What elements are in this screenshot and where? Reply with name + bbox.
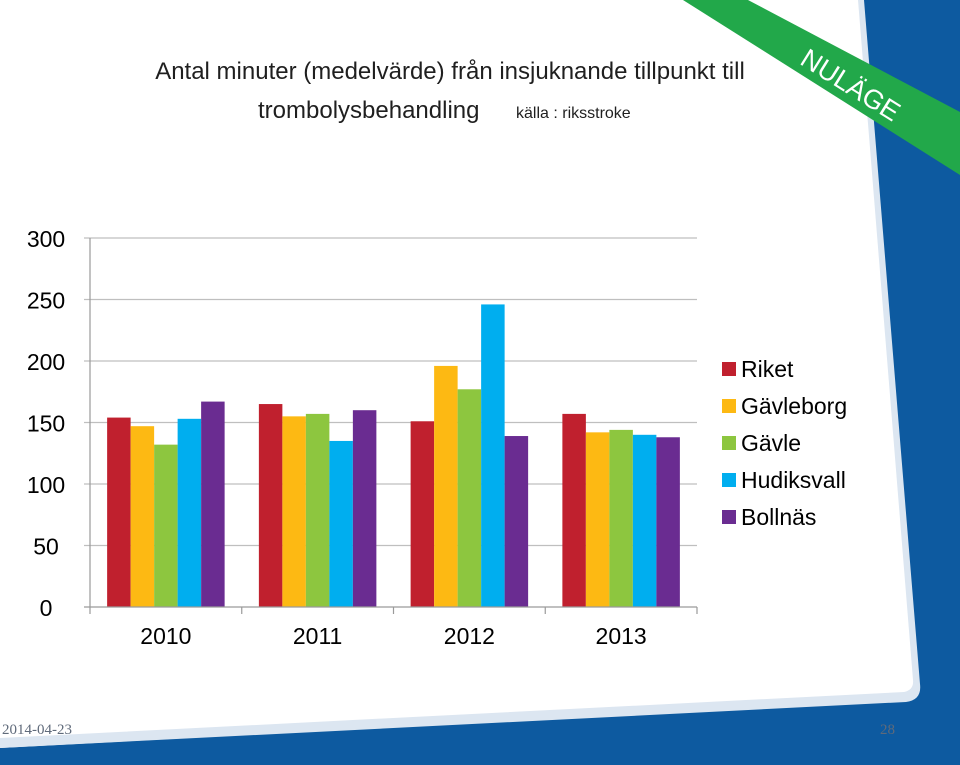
x-tick-label: 2012 [444,623,495,649]
bar-gävleborg-2010 [130,426,155,607]
page-number: 28 [880,722,895,738]
chart-bars [107,304,680,607]
footer-date: 2014-04-23 [2,722,72,738]
bar-gävleborg-2011 [282,416,306,607]
bar-bollnäs-2010 [201,401,225,607]
y-tick-label: 100 [27,472,65,498]
bar-gävle-2011 [305,413,330,607]
bar-gävleborg-2012 [434,365,458,607]
bar-hudiksvall-2012 [481,304,505,607]
legend-label: Gävle [741,430,801,456]
legend-label: Gävleborg [741,393,847,419]
x-tick-label: 2013 [596,623,647,649]
bar-gävle-2012 [457,389,482,607]
x-tick-label: 2011 [293,623,342,649]
chart-axes [84,238,698,614]
y-tick-label: 0 [40,595,53,621]
bar-hudiksvall-2013 [632,434,657,607]
y-tick-label: 300 [27,226,65,252]
bar-hudiksvall-2011 [329,440,353,607]
legend-label: Hudiksvall [741,467,846,493]
chart-legend: Riket Gävleborg Gävle Hudiksvall Bollnäs [722,356,847,530]
bar-hudiksvall-2010 [177,418,202,607]
y-tick-label: 150 [27,411,65,437]
y-axis-labels: 0 50 100 150 200 250 300 [27,226,65,621]
x-axis-labels: 2010 2011 2012 2013 [140,623,646,649]
bar-riket-2012 [410,421,435,607]
slide-title-line1: Antal minuter (medelvärde) från insjukna… [155,58,745,85]
bar-riket-2010 [107,417,131,607]
bar-riket-2013 [562,413,586,607]
legend-swatch [722,510,736,524]
legend-swatch [722,362,736,376]
y-tick-label: 50 [33,534,59,560]
slide-title-line2: trombolysbehandling [258,97,480,124]
y-tick-label: 200 [27,349,65,375]
bar-bollnäs-2011 [352,410,377,607]
bar-bollnäs-2012 [504,436,529,607]
bar-bollnäs-2013 [656,437,680,607]
bar-gävle-2010 [154,444,178,607]
legend-swatch [722,473,736,487]
legend-label: Bollnäs [741,504,816,530]
y-tick-label: 250 [27,288,65,314]
x-tick-label: 2010 [140,623,191,649]
bar-riket-2011 [258,404,283,607]
bar-gävleborg-2013 [585,432,610,607]
source-note: källa : riksstroke [516,105,631,122]
legend-label: Riket [741,356,794,382]
legend-swatch [722,436,736,450]
bar-gävle-2013 [609,429,633,607]
legend-swatch [722,399,736,413]
